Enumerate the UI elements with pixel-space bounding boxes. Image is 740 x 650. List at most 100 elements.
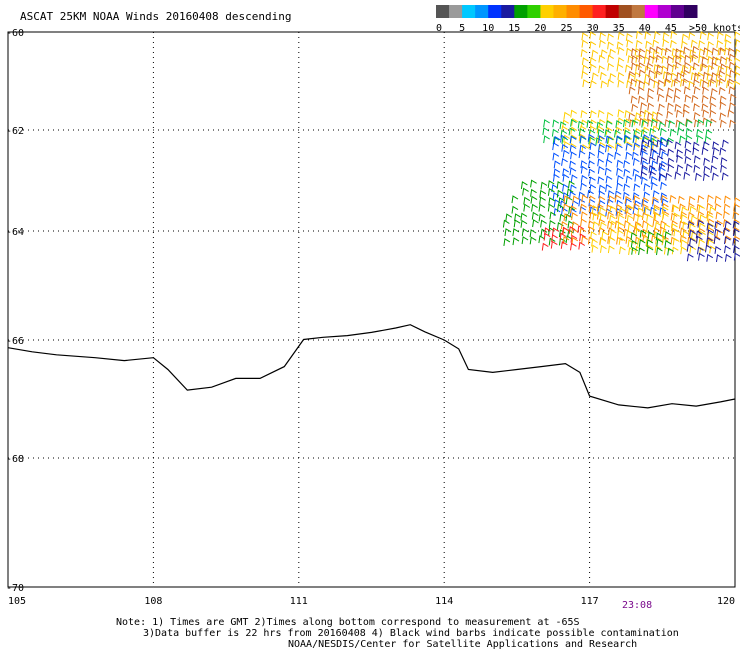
wind-barb [618,236,626,245]
wind-barb [553,207,561,216]
wind-barb [671,246,679,255]
wind-barb [706,49,714,57]
wind-barb [648,164,656,173]
wind-barb [733,235,740,244]
wind-barb [685,134,693,143]
wind-barb [625,64,632,73]
wind-barb [698,204,705,213]
wind-barb [596,121,604,130]
wind-barb [635,112,642,120]
wind-barb [719,147,727,156]
wind-barb [674,141,682,150]
wind-barb [688,223,696,231]
wind-barb [711,155,719,163]
legend-swatch [514,5,528,18]
wind-barb [619,246,626,255]
wind-barb [600,49,608,58]
wind-barb [668,120,675,128]
wind-barb [631,151,639,160]
wind-barb [563,134,570,143]
wind-barb [689,229,696,238]
wind-barb [638,247,645,255]
wind-barb [667,87,674,96]
wind-barb [659,207,667,216]
wind-barb [571,117,578,126]
wind-barb [656,247,663,256]
wind-barb [552,119,560,128]
wind-barb [680,78,687,87]
wind-barb [570,242,577,251]
wind-barb [701,103,709,112]
wind-barb [661,151,668,160]
wind-barb [649,170,656,179]
wind-barb [638,95,645,104]
wind-barb [647,139,655,148]
wind-barb [635,39,643,48]
wind-barb [701,56,709,65]
wind-barb [606,198,614,207]
wind-barb [643,80,650,89]
wind-barb [652,125,660,134]
wind-barb [651,111,659,120]
wind-barb [562,168,569,176]
wind-barb [616,41,624,50]
wind-barb [538,213,546,222]
wind-barb [607,143,615,152]
wind-barb [715,79,723,88]
longitude-tick-label: 105 [8,596,26,607]
wind-barb [644,206,652,215]
wind-barb [707,64,715,73]
wind-barb [571,236,579,245]
wind-barb [732,210,740,219]
wind-barb [589,183,597,192]
wind-barb [727,47,735,56]
wind-barb [616,182,623,191]
wind-barb [543,135,550,144]
wind-barb [628,247,635,256]
wind-barb [655,54,663,63]
wind-barb [623,126,631,135]
wind-barb [663,223,671,232]
wind-barb [606,111,614,120]
wind-barb [682,103,690,112]
wind-barb [540,228,548,237]
wind-barb [631,55,639,64]
wind-barb [655,118,663,127]
wind-barb [609,229,617,238]
wind-barb [605,175,613,184]
wind-barb [607,135,615,144]
wind-barb [671,223,678,231]
wind-barb [628,70,636,79]
wind-barb [654,245,662,254]
wind-barb [623,183,631,192]
wind-barb [635,228,643,237]
wind-barb [551,128,559,137]
wind-barb [597,128,605,137]
wind-barb [634,78,642,87]
legend-label: 25 [560,23,572,34]
wind-barb [656,111,663,120]
wind-barb [680,239,688,248]
wind-barb [623,119,630,128]
wind-barb [580,119,588,128]
legend-swatch [566,5,581,18]
wind-barb [616,211,623,219]
wind-barb [560,134,567,143]
note-line-1: Note: 1) Times are GMT 2)Times along bot… [116,617,580,628]
wind-barb [616,63,624,72]
wind-barb [641,198,648,207]
wind-barb [633,183,641,192]
wind-barb [617,109,625,117]
wind-barb [563,213,571,222]
wind-barb [623,220,631,229]
wind-barb [561,157,568,166]
wind-barb [641,119,649,128]
wind-barb [617,46,625,55]
legend-label: 10 [482,23,494,34]
wind-barb [717,47,725,56]
wind-barb [558,197,565,206]
wind-barb [599,39,606,48]
wind-barb [660,192,668,201]
wind-barb [638,48,646,57]
wind-barb [638,80,646,89]
